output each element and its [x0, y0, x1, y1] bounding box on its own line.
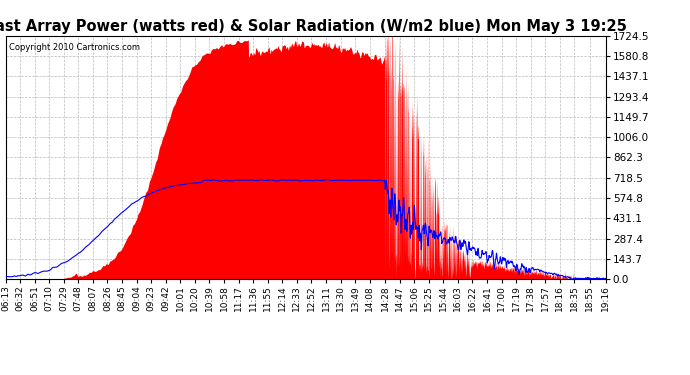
Title: East Array Power (watts red) & Solar Radiation (W/m2 blue) Mon May 3 19:25: East Array Power (watts red) & Solar Rad…: [0, 20, 627, 34]
Text: Copyright 2010 Cartronics.com: Copyright 2010 Cartronics.com: [8, 43, 139, 52]
